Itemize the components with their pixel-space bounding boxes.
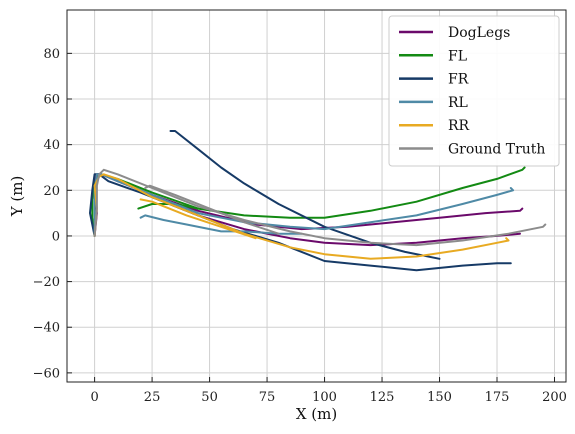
x-tick-label: 0 xyxy=(90,390,98,405)
legend-label: RL xyxy=(448,95,468,111)
legend-label: RR xyxy=(448,118,470,134)
series-line xyxy=(139,214,303,235)
legend: DogLegs FL FR RL RR Ground Truth xyxy=(388,15,560,167)
x-tick-label: 50 xyxy=(201,390,218,405)
y-tick-label: −20 xyxy=(33,275,60,290)
y-tick-label: 20 xyxy=(43,184,60,199)
plot-lines xyxy=(89,130,547,272)
series-line xyxy=(137,203,200,210)
x-tick-label: 25 xyxy=(144,390,161,405)
series-line xyxy=(93,168,547,247)
series-line xyxy=(169,130,441,260)
x-tick-label: 100 xyxy=(312,390,337,405)
legend-label: Ground Truth xyxy=(448,142,545,158)
x-tick-label: 200 xyxy=(542,390,567,405)
y-tick-label: 40 xyxy=(43,138,60,153)
x-tick-label: 75 xyxy=(259,390,276,405)
y-tick-label: −40 xyxy=(33,321,60,336)
legend-label: FL xyxy=(448,48,467,64)
legend-box xyxy=(388,15,560,167)
legend-label: DogLegs xyxy=(448,25,510,41)
y-axis-label: Y (m) xyxy=(8,176,26,218)
y-tick-label: 80 xyxy=(43,47,60,62)
y-tick-label: 0 xyxy=(52,229,60,244)
plot-frame xyxy=(66,9,567,383)
legend-label: FR xyxy=(448,72,469,88)
y-tick-label: −60 xyxy=(33,366,60,381)
series-line xyxy=(144,184,280,235)
x-tick-label: 150 xyxy=(427,390,452,405)
axis-ticks: 0 25 50 75 100 125 150 175 200 −60 −40 −20 0 20 40 60 80 xyxy=(33,47,567,405)
series-ground-truth xyxy=(93,168,547,247)
y-tick-label: 60 xyxy=(43,93,60,108)
x-tick-label: 125 xyxy=(370,390,395,405)
x-axis-label: X (m) xyxy=(296,405,337,423)
x-tick-label: 175 xyxy=(485,390,510,405)
series-line xyxy=(139,198,257,240)
